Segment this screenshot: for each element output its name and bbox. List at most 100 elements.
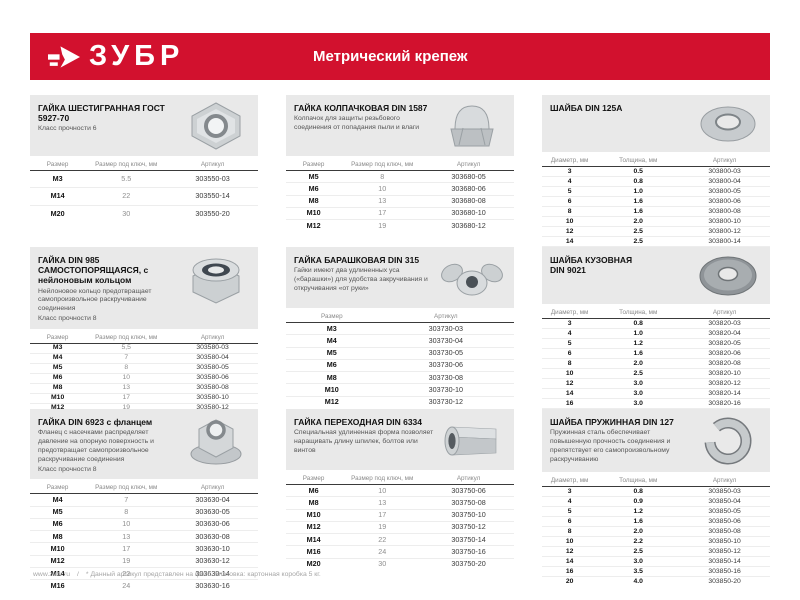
product-section-lock-nut-din985: ГАЙКА DIN 985 САМОСТОПОРЯЩАЯСЯ, с нейлон… — [30, 247, 258, 441]
table-row: 5 1.2 303820-05 — [542, 338, 770, 349]
product-strength-class: Класс прочности 8 — [38, 315, 97, 323]
article-cell: 303800-04 — [679, 176, 770, 187]
value-cell: 10 — [85, 518, 168, 532]
size-cell: 14 — [542, 236, 598, 247]
product-section-wing-nut-din315: ГАЙКА БАРАШКОВАЯ DIN 315 Гайки имеют два… — [286, 247, 514, 409]
size-cell: М10 — [30, 542, 86, 556]
article-cell: 303850-04 — [679, 496, 770, 507]
article-cell: 303850-10 — [679, 536, 770, 547]
size-cell: 12 — [542, 546, 598, 557]
table-row: М6 10 303630-06 — [30, 518, 258, 532]
value-cell: 3.0 — [597, 378, 680, 389]
table-row: М8 13 303750-08 — [286, 496, 514, 510]
article-cell: 303550-14 — [167, 187, 258, 206]
article-cell: 303630-10 — [167, 542, 258, 556]
column-header: Размер — [286, 311, 378, 323]
table-row: М14 22 303550-14 — [30, 187, 258, 206]
column-header: Размер под ключ, мм — [341, 473, 424, 485]
size-cell: 14 — [542, 556, 598, 567]
product-section-body-washer-din9021: ШАЙБА КУЗОВНАЯ DIN 9021 Диаметр, мм Толщи… — [542, 247, 770, 417]
article-cell: 303850-03 — [679, 486, 770, 497]
column-header: Толщина, мм — [597, 475, 680, 487]
size-cell: 3 — [542, 166, 598, 177]
value-cell: 1.6 — [597, 348, 680, 359]
table-row: М8 13 303680-08 — [286, 195, 514, 208]
size-cell: М14 — [30, 567, 86, 581]
column-header: Размер под ключ, мм — [341, 159, 424, 171]
size-cell: М3 — [30, 343, 86, 354]
table-row: М8 13 303630-08 — [30, 530, 258, 544]
size-cell: М4 — [30, 353, 86, 364]
lock-nut-photo — [180, 253, 252, 305]
section-header: ГАЙКА DIN 985 САМОСТОПОРЯЩАЯСЯ, с нейлон… — [30, 247, 258, 329]
table-header-row: Диаметр, мм Толщина, мм Артикул — [542, 155, 770, 167]
table-row: М10 17 303580-10 — [30, 393, 258, 404]
table-row: 8 2.0 303820-08 — [542, 358, 770, 369]
section-header: ГАЙКА КОЛПАЧКОВАЯ DIN 1587 Колпачок для … — [286, 95, 514, 156]
product-table: Размер Артикул М3 303730-03 М4 303730-04 М5 303… — [286, 311, 514, 408]
product-table: Диаметр, мм Толщина, мм Артикул 3 0.5 303800-… — [542, 155, 770, 266]
column-header: Артикул — [679, 155, 770, 167]
article-cell: 303730-03 — [377, 322, 514, 336]
article-cell: 303550-20 — [195, 208, 230, 218]
article-cell: 303820-05 — [679, 338, 770, 349]
article-cell: 303680-08 — [423, 195, 514, 208]
table-row: 5 1.0 303800-05 — [542, 186, 770, 197]
value-cell: 1.6 — [597, 516, 680, 527]
column-header: Размер — [30, 331, 86, 344]
column-header: Размер под ключ, мм — [85, 482, 168, 495]
value-cell: 1.2 — [597, 338, 680, 349]
table-header-row: Размер Размер под ключ, мм Артикул — [30, 159, 258, 171]
article-cell: 303750-10 — [423, 509, 514, 522]
column-header: Диаметр, мм — [542, 475, 598, 487]
table-row: М3 5.5 303550-03 — [30, 170, 258, 189]
product-table: Размер Размер под ключ, мм Артикул М4 7 30363… — [30, 482, 258, 591]
value-cell: 10 — [341, 182, 424, 196]
article-cell: 303750-08 — [423, 496, 514, 510]
table-header-row: Размер Размер под ключ, мм Артикул — [30, 331, 258, 344]
article-cell: 303680-10 — [423, 207, 514, 221]
size-cell: М10 — [286, 509, 342, 522]
size-cell: М14 — [30, 187, 86, 206]
value-cell: 0.5 — [597, 166, 680, 177]
article-cell: 303850-20 — [708, 577, 741, 585]
article-cell: 303850-14 — [679, 556, 770, 567]
column-header: Размер — [286, 473, 342, 485]
table-row: 12 3.0 303820-12 — [542, 378, 770, 389]
article-cell: 303630-12 — [167, 555, 258, 569]
article-cell: 303630-14 — [167, 567, 258, 581]
size-cell: 4 — [542, 176, 598, 187]
product-description: Нейлоновое кольцо предотвращает самопрои… — [38, 287, 152, 313]
header-bar: ЗУБР Метрический крепеж — [30, 33, 770, 80]
size-cell: 20 — [565, 577, 574, 585]
article-cell: 303750-16 — [423, 545, 514, 559]
size-cell: М16 — [286, 545, 342, 559]
size-cell: 16 — [542, 566, 598, 577]
footer-note: * Данный артикул представлен на фото. Уп… — [85, 571, 321, 578]
table-row: М10 17 303680-10 — [286, 207, 514, 221]
zubr-arrow-icon — [46, 41, 82, 73]
size-cell: 8 — [542, 358, 598, 369]
size-cell: 8 — [542, 206, 598, 217]
size-cell: 10 — [542, 216, 598, 227]
table-row: 6 1.6 303800-06 — [542, 196, 770, 207]
value-cell: 13 — [341, 496, 424, 510]
cap-nut-photo — [436, 101, 508, 151]
size-cell: М12 — [286, 521, 342, 535]
article-cell: 303750-06 — [423, 484, 514, 498]
size-cell: М16 — [50, 580, 65, 590]
brand-logo: ЗУБР — [46, 41, 261, 73]
size-cell: М12 — [30, 555, 86, 569]
value-cell: 3.0 — [597, 398, 680, 409]
size-cell: М12 — [324, 397, 339, 407]
table-row: М10 303730-10 — [286, 383, 514, 397]
table-row: М4 7 303580-04 — [30, 353, 258, 364]
value-cell: 10 — [85, 373, 168, 384]
column-header: Диаметр, мм — [542, 155, 598, 167]
table-row: М20 30 303750-20 — [286, 558, 514, 570]
product-section-washer-din125a: ШАЙБА DIN 125А Диаметр, мм Толщина, мм Арт… — [542, 95, 770, 265]
column-header: Артикул — [423, 159, 514, 171]
table-row: М6 10 303680-06 — [286, 182, 514, 196]
value-cell: 1.6 — [597, 206, 680, 217]
size-cell: М8 — [30, 530, 86, 544]
